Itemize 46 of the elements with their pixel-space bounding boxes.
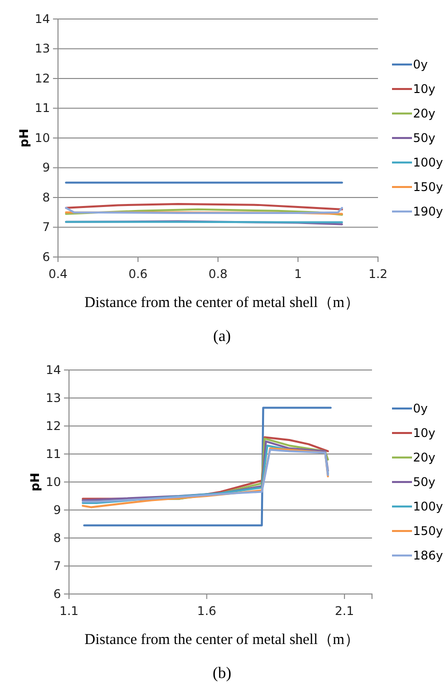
legend-label: 10y	[413, 82, 436, 96]
y-tick-label: 9	[53, 502, 61, 517]
y-tick-label: 9	[42, 160, 50, 175]
legend-label: 150y	[413, 180, 444, 194]
legend-label: 20y	[413, 450, 436, 465]
y-tick-label: 12	[46, 418, 61, 433]
legend-label: 186y	[413, 548, 444, 563]
y-tick-label: 14	[34, 12, 50, 26]
y-tick-label: 7	[53, 558, 61, 573]
legend-label: 100y	[413, 156, 444, 170]
y-tick-label: 11	[34, 101, 50, 116]
text: (a)	[213, 328, 231, 345]
x-tick-label: 2.1	[334, 604, 354, 618]
legend-label: 20y	[413, 106, 436, 121]
y-tick-label: 11	[46, 446, 61, 461]
legend-label: 50y	[413, 475, 436, 490]
y-tick-label: 12	[34, 71, 50, 86]
legend-label: 100y	[413, 500, 444, 514]
x-tick-label: 1	[294, 267, 302, 282]
y-axis-title: pH	[17, 128, 31, 148]
legend-label: 0y	[413, 58, 428, 72]
text: (b)	[212, 665, 232, 682]
x-tick-label: 1.1	[59, 604, 79, 618]
x-tick-label: 1.6	[197, 604, 216, 618]
y-tick-label: 14	[46, 362, 61, 377]
y-tick-label: 6	[42, 250, 50, 264]
x-tick-label: 1.2	[368, 267, 388, 282]
x-axis-title: Distance from the center of metal shell（m）	[84, 295, 360, 311]
legend-label: 0y	[413, 402, 428, 416]
y-axis-title: pH	[28, 472, 42, 492]
legend-label: 10y	[413, 426, 436, 440]
y-tick-label: 7	[42, 220, 50, 234]
x-tick-label: 0.4	[48, 267, 68, 282]
y-tick-label: 10	[34, 130, 50, 145]
y-tick-label: 13	[46, 390, 61, 405]
y-tick-label: 6	[53, 586, 61, 601]
x-axis-title: Distance from the center of metal shell（m）	[84, 632, 360, 648]
y-tick-label: 13	[34, 42, 50, 56]
y-tick-label: 10	[46, 474, 61, 489]
y-tick-label: 8	[42, 190, 50, 204]
x-tick-label: 0.8	[208, 267, 228, 282]
legend-label: 50y	[413, 131, 436, 146]
legend-label: 150y	[413, 524, 444, 538]
y-tick-label: 8	[53, 530, 61, 545]
x-tick-label: 0.6	[128, 267, 148, 282]
legend-label: 190y	[413, 204, 444, 219]
